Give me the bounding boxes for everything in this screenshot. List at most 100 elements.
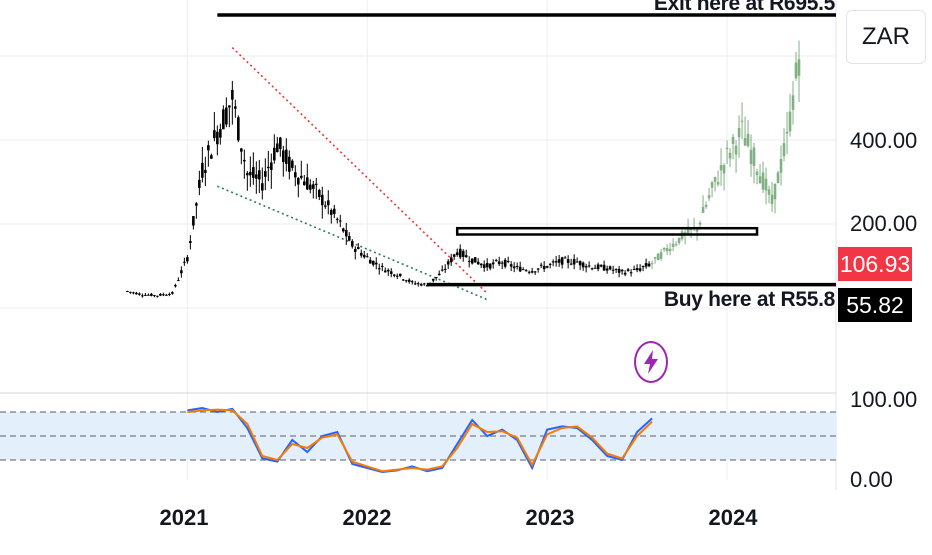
projection-candle-body (794, 62, 798, 79)
price-candle-body (434, 277, 438, 279)
price-candle-body (371, 260, 375, 265)
price-candle-body (297, 178, 300, 185)
time-tick-2023: 2023 (525, 505, 575, 530)
price-candle-body (243, 159, 246, 162)
oscillator-band (0, 411, 836, 461)
price-candle-body (353, 248, 357, 252)
price-candle-body (255, 174, 258, 179)
price-candle-body (614, 268, 618, 270)
price-candle-body (398, 273, 402, 276)
price-candle-body (314, 183, 318, 185)
projection-candle-body (698, 222, 702, 225)
price-candle-body (386, 269, 390, 272)
price-candle-body (560, 257, 564, 265)
price-candle-body (276, 143, 279, 153)
price-candle-body (165, 294, 168, 296)
price-candle-body (584, 266, 588, 268)
price-candle-body (174, 284, 177, 287)
price-candle-body (395, 275, 399, 277)
osc-tick-0: 0.00 (850, 467, 893, 492)
projection-candle-body (782, 143, 786, 157)
projection-candle-body (785, 131, 789, 134)
projection-candle-body (731, 136, 735, 144)
price-candle-body (491, 262, 495, 265)
osc-band-fill (0, 412, 836, 460)
trend-lines (217, 47, 488, 301)
price-candle-body (515, 265, 519, 267)
price-candle-body (419, 284, 423, 286)
price-candle-body (644, 263, 648, 267)
price-candle-body (422, 283, 426, 285)
projection-candles (650, 40, 801, 270)
price-candle-body (446, 261, 450, 265)
price-candle-body (291, 160, 294, 168)
falling-resistance-line (231, 47, 488, 294)
price-candle-body (279, 137, 282, 149)
price-candle-body (228, 105, 231, 108)
price-tick-200: 200.00 (850, 211, 918, 236)
price-candle-body (341, 228, 345, 232)
price-candle-body (347, 235, 351, 241)
price-candle-body (302, 181, 306, 186)
price-candle-body (608, 266, 612, 270)
price-candle-body (192, 216, 195, 226)
price-candle-body (641, 266, 645, 268)
price-candle-body (497, 261, 501, 265)
price-candle-body (189, 241, 192, 244)
price-candle-body (308, 184, 312, 190)
price-candle-body (294, 172, 297, 178)
projection-candle-body (728, 152, 732, 159)
projection-candle-body (659, 252, 663, 259)
projection-candle-body (758, 176, 762, 184)
price-candle-body (240, 148, 243, 152)
price-candle-body (359, 252, 363, 256)
projection-candle-body (791, 95, 795, 110)
price-candle-body (344, 229, 348, 237)
price-candle-body (578, 261, 582, 266)
lightning-icon[interactable] (634, 341, 668, 383)
currency-label: ZAR (862, 23, 910, 50)
price-candle-body (626, 269, 630, 272)
price-candle-body (527, 271, 531, 273)
price-candle-body (566, 259, 570, 263)
price-candle-body (159, 294, 162, 296)
price-candle-body (183, 261, 186, 263)
price-candle-body (285, 149, 288, 164)
price-candle-body (129, 291, 132, 293)
price-candle-body (180, 270, 183, 274)
price-candle-body (440, 269, 444, 271)
price-candle-body (401, 279, 405, 281)
price-candle-body (596, 264, 600, 270)
projection-candle-body (662, 247, 666, 250)
lightning-glyph (644, 350, 658, 374)
projection-candle-body (695, 227, 699, 232)
projection-candle-body (779, 159, 783, 173)
price-candle-body (635, 268, 639, 271)
currency-selector-button[interactable]: ZAR (846, 10, 926, 64)
price-candle-body (311, 184, 315, 189)
price-candle-body (461, 250, 465, 257)
current-price-label: 106.93 (839, 250, 911, 277)
projection-candle-body (689, 228, 693, 230)
price-candle-body (204, 169, 207, 173)
buy-level-annotation: Buy here at R55.8 (663, 288, 835, 311)
price-candle-body (162, 294, 165, 296)
projection-candle-body (671, 243, 675, 247)
price-candle-body (488, 263, 492, 269)
price-candle-body (147, 294, 150, 296)
price-candle-body (575, 261, 579, 263)
oscillator-lines (187, 406, 653, 474)
price-candle-body (267, 166, 270, 169)
price-candle-body (332, 208, 336, 214)
price-candle-body (338, 220, 342, 222)
price-candle-body (225, 107, 228, 125)
price-candle-body (320, 194, 324, 206)
price-candle-body (467, 260, 471, 262)
price-candle-body (533, 271, 537, 273)
price-candle-body (416, 283, 420, 285)
price-candle-body (539, 264, 543, 266)
price-candle-body (377, 268, 381, 270)
price-candle-body (494, 260, 498, 262)
time-tick-2021: 2021 (159, 505, 209, 530)
